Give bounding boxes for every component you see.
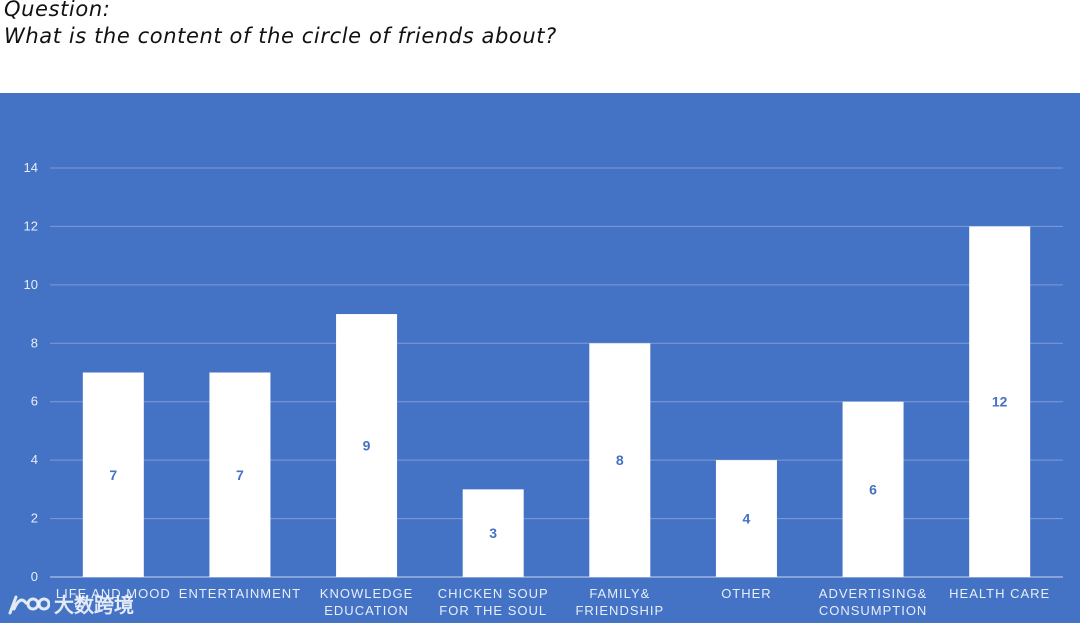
data-label: 12 bbox=[992, 394, 1008, 410]
data-label: 7 bbox=[236, 467, 244, 483]
y-tick-label: 10 bbox=[24, 277, 38, 292]
watermark-logo-icon bbox=[8, 595, 50, 614]
y-tick-label: 14 bbox=[24, 160, 38, 175]
y-tick-label: 0 bbox=[31, 569, 38, 584]
category-label: EDUCATION bbox=[324, 603, 409, 618]
y-tick-label: 6 bbox=[31, 394, 38, 409]
y-tick-label: 2 bbox=[31, 511, 38, 526]
data-label: 4 bbox=[743, 511, 751, 527]
data-label: 8 bbox=[616, 452, 624, 468]
bar bbox=[969, 226, 1031, 577]
category-label: KNOWLEDGE bbox=[320, 586, 414, 601]
bar bbox=[715, 460, 777, 577]
data-label: 3 bbox=[489, 525, 497, 541]
watermark-text: 大数跨境 bbox=[54, 593, 134, 617]
y-tick-label: 4 bbox=[31, 452, 38, 467]
data-label: 7 bbox=[109, 467, 117, 483]
category-label: ADVERTISING& bbox=[819, 586, 928, 601]
bar bbox=[336, 314, 398, 577]
bar bbox=[842, 401, 904, 577]
y-tick-label: 8 bbox=[31, 335, 38, 350]
category-label: FOR THE SOUL bbox=[439, 603, 547, 618]
category-label: HEALTH CARE bbox=[949, 586, 1050, 601]
bar bbox=[462, 489, 524, 577]
question-label: Question: bbox=[4, 0, 111, 21]
data-label: 6 bbox=[869, 481, 877, 497]
category-label: FAMILY& bbox=[589, 586, 650, 601]
bar bbox=[82, 372, 144, 577]
category-label: OTHER bbox=[721, 586, 772, 601]
category-label: LIFE AND MOOD bbox=[56, 586, 171, 601]
chart-background bbox=[0, 93, 1080, 623]
watermark: 大数跨境 bbox=[6, 589, 134, 618]
data-label: 9 bbox=[363, 438, 371, 454]
bar bbox=[589, 343, 651, 577]
question-text: What is the content of the circle of fri… bbox=[4, 24, 557, 48]
y-tick-label: 12 bbox=[24, 218, 38, 233]
category-label: FRIENDSHIP bbox=[575, 603, 664, 618]
bar-chart: 0 2 4 6 8 10 12 14 7 LIFE AND MOOD 7 ENTERTAINMENT 9… bbox=[0, 93, 1080, 623]
category-label: CHICKEN SOUP bbox=[438, 586, 549, 601]
category-label: ENTERTAINMENT bbox=[179, 586, 301, 601]
question-block: Question: What is the content of the cir… bbox=[4, 0, 557, 50]
bar bbox=[209, 372, 271, 577]
category-label: CONSUMPTION bbox=[819, 603, 928, 618]
